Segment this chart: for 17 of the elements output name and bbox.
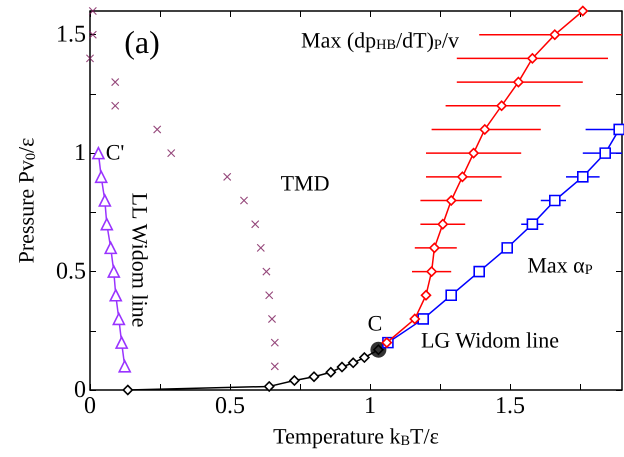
annotation: LG Widom line	[420, 328, 560, 352]
annotation: (a)	[124, 24, 160, 60]
y-tick-label: 0.5	[56, 258, 86, 285]
annotation: C'	[106, 140, 124, 164]
annotation: LL Widom line	[128, 192, 152, 328]
annotation: Max αP	[527, 252, 593, 278]
x-tick-label: 0.5	[215, 393, 245, 419]
x-axis-title: Temperature kBT/ε	[273, 423, 439, 449]
annotation: TMD	[280, 170, 330, 196]
y-tick-label: 1	[74, 140, 86, 166]
y-axis-title: Pressure Pv0/ε	[14, 138, 39, 264]
y-tick-label: 1.5	[56, 22, 86, 48]
annotation: C	[368, 310, 382, 336]
x-tick-label: 1	[364, 393, 376, 419]
annotation: Max (dpHB/dT)P/v	[301, 28, 459, 53]
y-tick-label: 0	[74, 377, 86, 403]
x-tick-label: 1.5	[495, 393, 525, 419]
